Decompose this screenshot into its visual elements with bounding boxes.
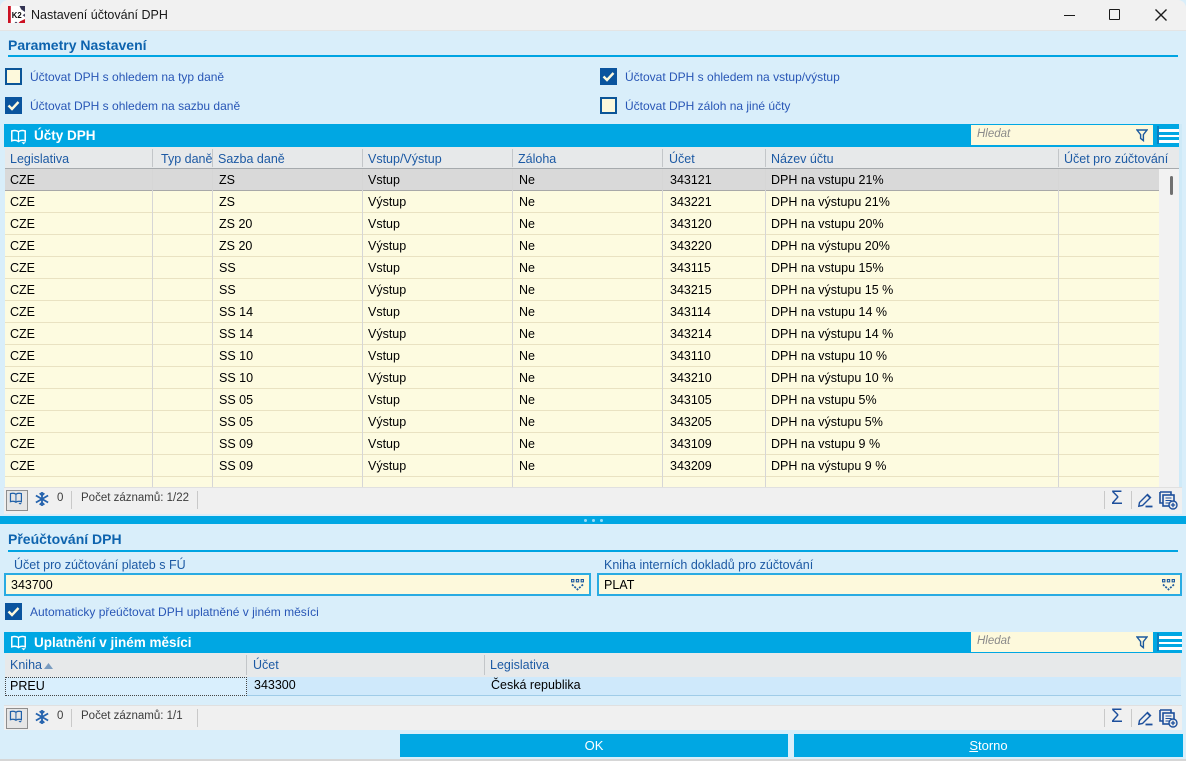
svg-text:K2: K2 bbox=[12, 11, 23, 20]
